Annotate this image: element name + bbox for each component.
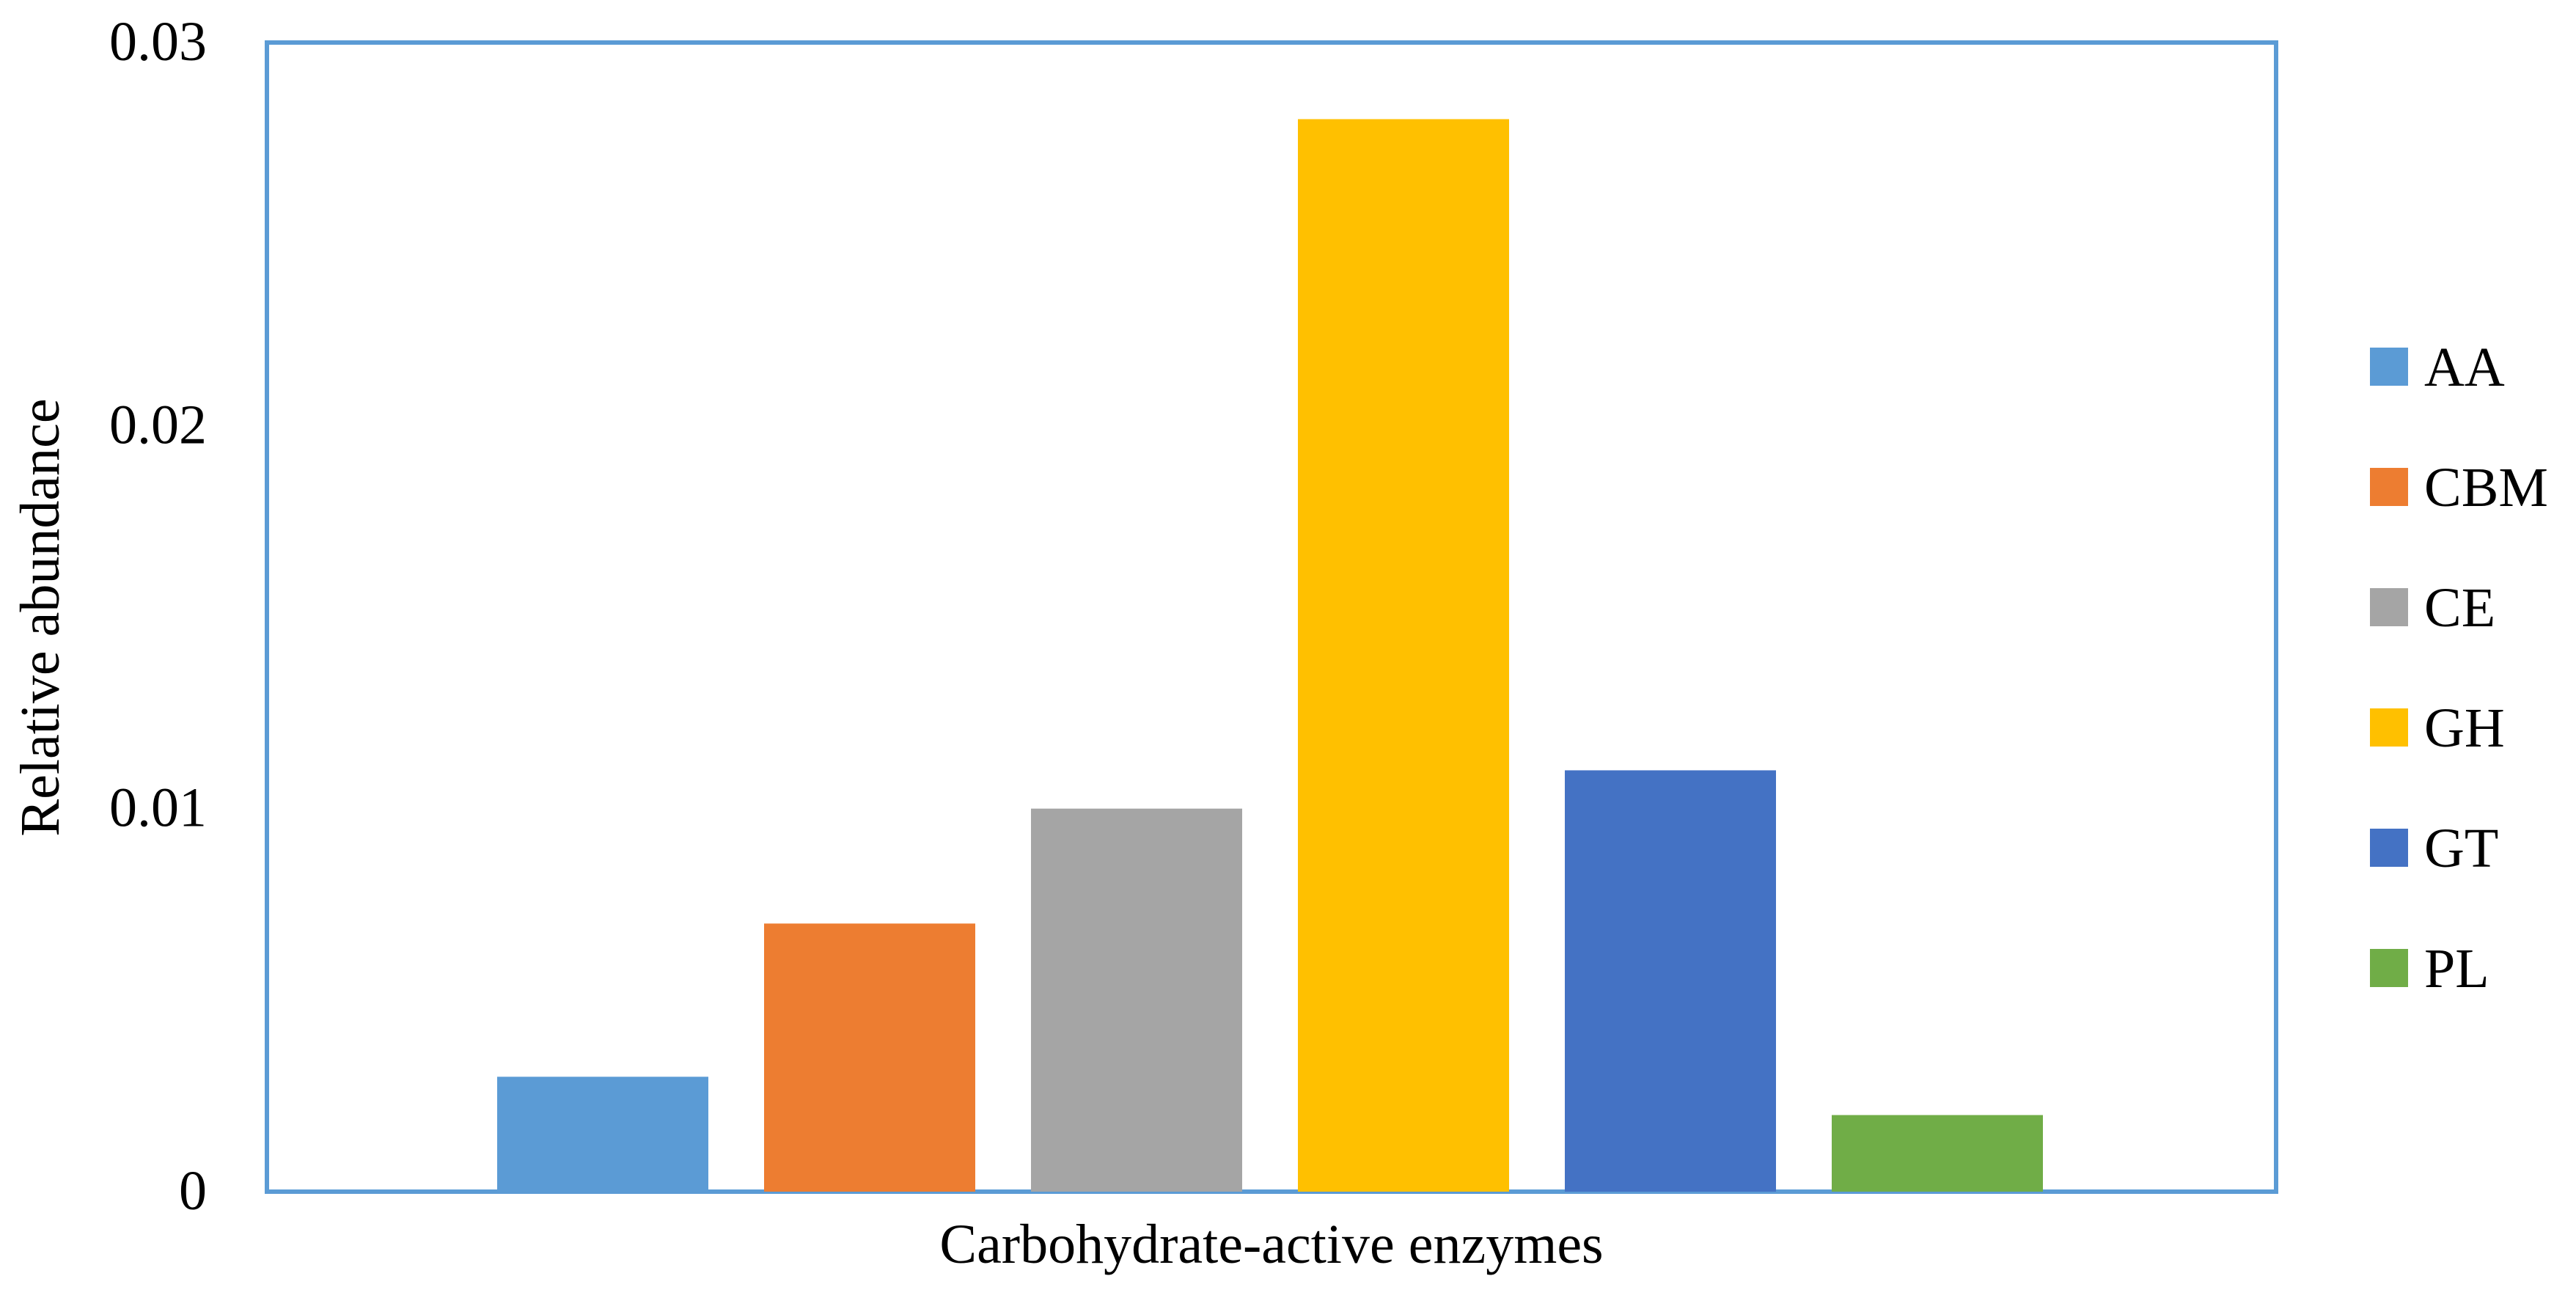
legend-swatch-gt (2370, 829, 2408, 867)
y-axis-ticks: 0 0.01 0.02 0.03 (109, 11, 207, 1222)
bars-group (497, 119, 2043, 1192)
y-tick-label: 0.02 (109, 394, 207, 455)
legend-label-gt: GT (2424, 818, 2498, 879)
legend-label-cbm: CBM (2424, 457, 2548, 518)
legend-swatch-ce (2370, 588, 2408, 626)
legend: AA CBM CE GH GT PL (2370, 337, 2548, 1000)
bar-gh (1298, 119, 1509, 1192)
bar-pl (1832, 1115, 2043, 1192)
bar-ce (1031, 808, 1242, 1192)
bar-aa (497, 1077, 708, 1192)
x-axis-label: Carbohydrate-active enzymes (939, 1214, 1603, 1275)
y-tick-label: 0 (179, 1160, 207, 1222)
plot-area-frame (265, 40, 2278, 1194)
legend-label-ce: CE (2424, 577, 2495, 639)
legend-swatch-cbm (2370, 468, 2408, 506)
legend-label-pl: PL (2424, 938, 2489, 1000)
bar-cbm (764, 923, 975, 1192)
legend-swatch-pl (2370, 949, 2408, 987)
bar-gt (1565, 770, 1776, 1192)
y-axis-label: Relative abundance (10, 398, 71, 836)
legend-label-aa: AA (2424, 337, 2505, 398)
legend-swatch-aa (2370, 348, 2408, 386)
legend-label-gh: GH (2424, 697, 2505, 759)
y-tick-label: 0.03 (109, 11, 207, 73)
legend-swatch-gh (2370, 708, 2408, 747)
y-tick-label: 0.01 (109, 777, 207, 839)
